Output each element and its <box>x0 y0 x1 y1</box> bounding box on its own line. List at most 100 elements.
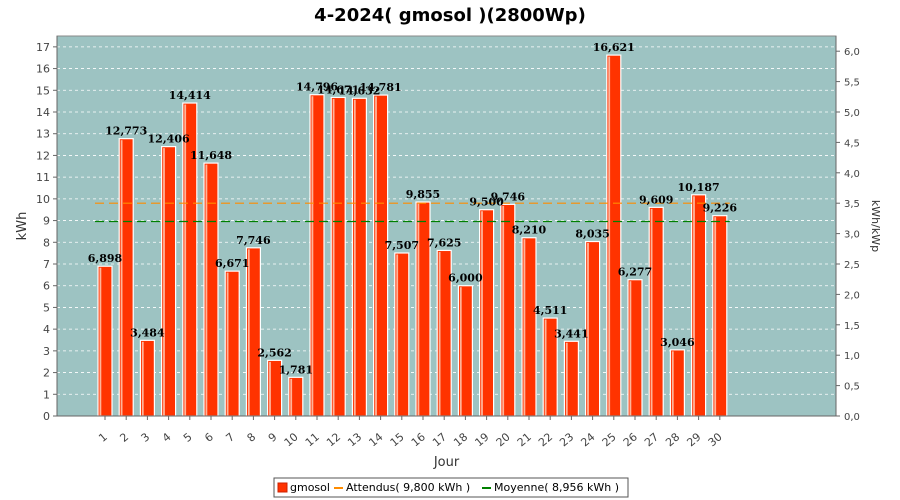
data-label: 11,648 <box>190 149 232 162</box>
y-tick-label: 4 <box>43 323 50 336</box>
data-label: 9,500 <box>469 196 504 209</box>
x-tick-label: 27 <box>642 430 661 449</box>
y-right-tick-label: 4,5 <box>844 138 860 149</box>
x-tick-label: 3 <box>139 430 153 444</box>
y-axis-right: 0,0 0,5 1,0 1,5 2,0 2,5 3,0 3,5 4,0 4,5 5,0 5,5 6,0 <box>835 36 860 423</box>
bar-highlight <box>544 319 547 416</box>
legend-entry-attendus: Attendus( 9,800 kWh ) <box>346 481 470 494</box>
legend-box <box>273 477 629 498</box>
y-tick-label: 8 <box>43 236 50 249</box>
x-tick-label: 13 <box>345 430 364 449</box>
data-label: 14,671 <box>317 83 359 96</box>
y-tick-label: 2 <box>43 367 50 380</box>
x-tick-label: 9 <box>266 430 280 444</box>
data-label: 12,773 <box>105 125 147 138</box>
data-label: 9,226 <box>703 202 738 215</box>
x-tick-label: 1 <box>96 430 110 444</box>
data-label: 14,796 <box>296 81 338 94</box>
data-label: 3,441 <box>554 327 588 340</box>
x-tick-label: 8 <box>245 430 259 444</box>
y-tick-label: 15 <box>36 84 50 97</box>
x-tick-label: 14 <box>366 430 385 449</box>
data-label: 9,746 <box>491 190 526 203</box>
x-tick-label: 24 <box>578 430 597 449</box>
y-right-tick-label: 5,0 <box>844 108 860 119</box>
data-label: 7,507 <box>385 239 419 252</box>
x-tick-label: 10 <box>282 430 301 449</box>
bar-highlight <box>650 208 653 416</box>
x-tick-label: 6 <box>202 430 216 444</box>
x-tick-label: 12 <box>324 430 343 449</box>
x-tick-label: 25 <box>600 430 619 449</box>
x-tick-label: 23 <box>557 430 576 449</box>
y-axis-label: kWh <box>15 212 30 241</box>
y-tick-label: 5 <box>43 301 50 314</box>
y-right-tick-label: 2,0 <box>844 290 860 301</box>
bar-highlight <box>608 56 611 417</box>
bar-highlight <box>120 140 123 416</box>
y-tick-label: 3 <box>43 345 50 358</box>
bar-highlight <box>481 211 483 416</box>
data-label: 14,781 <box>360 81 402 94</box>
data-label: 12,406 <box>148 133 190 146</box>
x-tick-label: 19 <box>472 430 491 449</box>
y-right-tick-label: 4,0 <box>844 169 860 180</box>
bar-highlight <box>671 351 674 416</box>
y-right-tick-label: 0,0 <box>844 412 860 423</box>
bar-highlight <box>205 164 208 416</box>
x-tick-label: 15 <box>388 430 407 449</box>
y-tick-label: 16 <box>36 63 50 76</box>
y-tick-label: 10 <box>36 193 50 206</box>
y-tick-label: 17 <box>36 41 50 54</box>
data-label: 4,511 <box>533 304 567 317</box>
bar-highlight <box>184 104 187 416</box>
x-tick-label: 4 <box>160 430 174 444</box>
bar-highlight <box>311 96 314 417</box>
data-label: 10,187 <box>678 181 720 194</box>
y-tick-label: 1 <box>43 388 50 401</box>
bar-highlight <box>459 287 462 416</box>
y-right-tick-label: 3,5 <box>844 199 860 210</box>
x-tick-label: 7 <box>223 430 237 444</box>
bar-highlight <box>502 205 505 416</box>
data-label: 3,484 <box>130 326 165 339</box>
bar-highlight <box>587 243 589 416</box>
x-tick-label: 5 <box>181 430 195 444</box>
y-tick-label: 14 <box>36 106 50 119</box>
x-tick-label: 22 <box>536 430 555 449</box>
bar-highlight <box>226 272 229 416</box>
data-label: 6,000 <box>448 272 483 285</box>
y-right-tick-label: 2,5 <box>844 260 860 271</box>
data-label: 9,855 <box>406 188 440 201</box>
y-right-tick-label: 1,0 <box>844 351 860 362</box>
x-tick-label: 16 <box>409 430 428 449</box>
y-tick-label: 0 <box>43 410 50 423</box>
bar-highlight <box>247 249 250 416</box>
bar-highlight <box>693 196 695 416</box>
x-axis-label: Jour <box>433 455 460 470</box>
x-tick-label: 29 <box>684 430 703 449</box>
bar-highlight <box>269 361 271 416</box>
y-right-tick-label: 1,5 <box>844 321 860 332</box>
y-tick-label: 6 <box>43 280 50 293</box>
x-tick-label: 20 <box>494 430 513 449</box>
y-tick-label: 9 <box>43 215 50 228</box>
y-right-tick-label: 5,5 <box>844 78 860 89</box>
bar-highlight <box>565 342 568 416</box>
data-label: 6,898 <box>88 252 123 265</box>
data-label: 3,046 <box>660 336 695 349</box>
x-axis: 1 2 3 4 5 6 7 8 9 10 11 12 13 14 15 16 17 18 19 20 21 22 23 24 2… <box>57 415 836 449</box>
bar-highlight <box>290 378 293 416</box>
data-label: 8,035 <box>575 228 609 241</box>
x-tick-label: 11 <box>303 430 322 449</box>
x-tick-label: 21 <box>515 430 534 449</box>
x-tick-label: 28 <box>663 430 682 449</box>
data-label: 14,414 <box>169 89 211 102</box>
y-tick-label: 11 <box>36 171 50 184</box>
bar-highlight <box>375 96 377 417</box>
bar-highlight <box>163 148 165 417</box>
x-tick-label: 18 <box>451 430 470 449</box>
x-tick-label: 30 <box>706 430 725 449</box>
data-label: 6,277 <box>618 266 652 279</box>
